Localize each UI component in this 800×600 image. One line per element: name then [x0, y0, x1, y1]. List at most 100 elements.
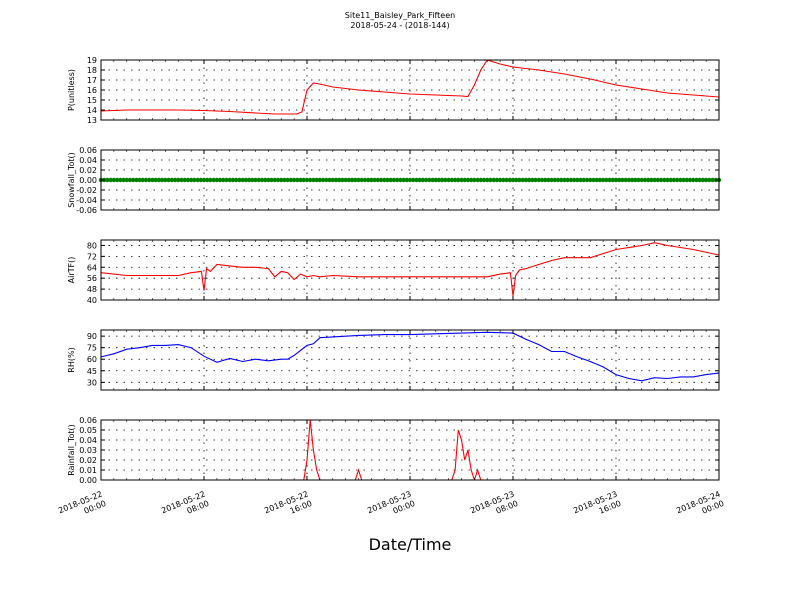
chart-panel-2: -0.06-0.04-0.020.000.020.040.06Snowfall_… — [67, 146, 722, 215]
data-point — [320, 177, 326, 183]
data-point — [140, 177, 146, 183]
data-point — [124, 177, 129, 183]
y-tick-label: 15 — [87, 96, 97, 105]
data-point — [588, 177, 593, 183]
data-point — [546, 177, 551, 183]
y-tick-label: 60 — [87, 355, 97, 364]
y-tick-label: 64 — [87, 263, 97, 272]
data-point — [645, 177, 651, 183]
data-point — [198, 177, 203, 183]
data-point — [282, 177, 287, 183]
data-point — [475, 177, 480, 183]
data-point — [481, 177, 487, 183]
data-point — [430, 177, 435, 183]
data-point — [185, 177, 191, 183]
data-point — [221, 177, 226, 183]
data-point — [105, 177, 110, 183]
data-point — [536, 177, 541, 183]
data-point — [520, 177, 525, 183]
data-point — [166, 177, 171, 183]
data-point — [340, 177, 345, 183]
data-point — [597, 177, 603, 183]
data-point — [507, 177, 512, 183]
y-tick-label: 17 — [87, 76, 97, 85]
data-point — [691, 177, 696, 183]
data-point — [420, 177, 426, 183]
data-point — [497, 177, 503, 183]
y-tick-label: 75 — [87, 344, 97, 353]
data-point — [594, 177, 599, 183]
data-point — [436, 177, 442, 183]
data-point — [275, 177, 281, 183]
data-point — [494, 177, 500, 183]
data-point — [359, 177, 364, 183]
data-point — [266, 177, 271, 183]
data-point — [211, 177, 216, 183]
data-point — [227, 177, 232, 183]
y-tick-label: 45 — [87, 367, 97, 376]
figure-subtitle: 2018-05-24 - (2018-144) — [350, 21, 450, 30]
data-point — [584, 177, 590, 183]
data-point — [156, 177, 162, 183]
data-point — [295, 177, 300, 183]
y-tick-label: -0.04 — [76, 196, 97, 205]
data-point — [240, 177, 245, 183]
data-point — [159, 177, 165, 183]
data-point — [308, 177, 313, 183]
data-point — [626, 177, 632, 183]
y-tick-label: 0.05 — [79, 426, 97, 435]
data-point — [214, 177, 220, 183]
data-point — [192, 177, 197, 183]
y-tick-label: 0.06 — [79, 146, 97, 155]
y-tick-label: 16 — [87, 86, 97, 95]
data-point — [581, 177, 587, 183]
data-point — [407, 177, 413, 183]
data-point — [205, 177, 210, 183]
data-point — [575, 177, 580, 183]
data-point — [250, 177, 255, 183]
data-point — [604, 177, 609, 183]
data-point — [488, 177, 493, 183]
y-tick-label: 0.01 — [79, 466, 97, 475]
data-point — [378, 177, 384, 183]
y-tick-label: 14 — [87, 106, 97, 115]
data-point — [253, 177, 258, 183]
data-point — [459, 177, 464, 183]
data-point — [485, 177, 490, 183]
data-point — [333, 177, 339, 183]
data-point — [559, 177, 564, 183]
data-point — [188, 177, 194, 183]
data-point — [517, 177, 522, 183]
data-point — [346, 177, 352, 183]
data-point — [362, 177, 368, 183]
data-point — [298, 177, 303, 183]
y-tick-label: 0.00 — [79, 176, 97, 185]
y-axis-label: AirTF() — [67, 257, 76, 284]
x-axis-title: Date/Time — [368, 535, 452, 554]
data-point — [311, 177, 316, 183]
data-point — [288, 177, 294, 183]
data-point — [108, 177, 113, 183]
data-point — [700, 177, 706, 183]
y-tick-label: 0.00 — [79, 476, 97, 485]
data-point — [118, 177, 123, 183]
data-point — [427, 177, 432, 183]
data-point — [552, 177, 558, 183]
data-point — [382, 177, 387, 183]
y-tick-label: 0.02 — [79, 166, 97, 175]
data-point — [385, 177, 390, 183]
data-point — [678, 177, 683, 183]
data-point — [478, 177, 484, 183]
data-point — [617, 177, 622, 183]
data-point — [179, 177, 184, 183]
data-point — [668, 177, 673, 183]
data-point — [182, 177, 187, 183]
data-point — [401, 177, 406, 183]
data-point — [172, 177, 178, 183]
y-axis-label: Snowfall_Tot() — [67, 152, 76, 208]
y-tick-label: 13 — [87, 116, 97, 125]
